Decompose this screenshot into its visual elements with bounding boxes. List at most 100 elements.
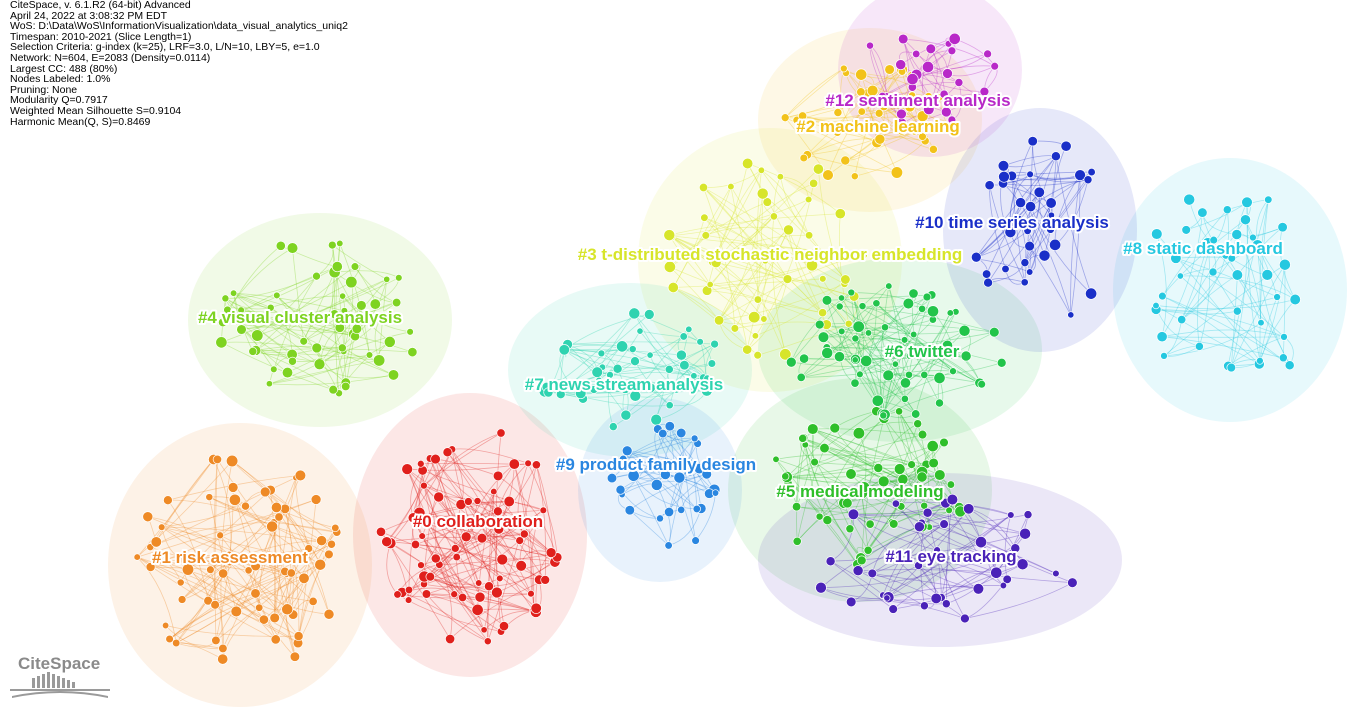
- node-c5: [893, 463, 906, 475]
- node-c5: [865, 519, 875, 529]
- node-c6: [958, 324, 971, 337]
- edge: [871, 526, 920, 574]
- node-c2: [780, 113, 790, 123]
- edge: [668, 438, 695, 546]
- node-c9: [673, 471, 686, 484]
- node-c0: [476, 532, 488, 544]
- node-c8: [1183, 193, 1196, 206]
- edge: [1282, 264, 1286, 358]
- node-c6: [879, 411, 888, 420]
- node-c9: [606, 472, 618, 484]
- summary-line: Selection Criteria: g-index (k=25), LRF=…: [10, 41, 320, 54]
- node-c9: [658, 428, 668, 439]
- edge: [497, 475, 558, 558]
- summary-line: Modularity Q=0.7917: [10, 94, 108, 107]
- node-c0: [430, 453, 441, 465]
- node-c11: [963, 503, 975, 515]
- node-c8: [1158, 291, 1167, 301]
- node-c0: [531, 460, 541, 470]
- edge: [1162, 295, 1290, 366]
- edge: [161, 505, 246, 528]
- edge: [276, 295, 394, 376]
- edge: [275, 560, 292, 640]
- edge: [386, 458, 436, 542]
- node-c4: [391, 297, 402, 308]
- edge: [233, 292, 345, 312]
- edge: [423, 449, 453, 577]
- cluster-hull-c8: [1113, 158, 1347, 422]
- node-c9: [677, 460, 688, 471]
- node-c4: [328, 384, 338, 395]
- edge: [788, 229, 823, 314]
- node-c4: [407, 347, 418, 358]
- node-c0: [513, 513, 524, 523]
- node-c5: [946, 480, 956, 489]
- edge: [707, 264, 813, 291]
- edge: [756, 170, 762, 300]
- edge: [422, 470, 544, 511]
- node-c4: [251, 329, 264, 342]
- edge: [423, 485, 437, 559]
- edge: [420, 463, 537, 466]
- edge: [670, 199, 809, 237]
- node-c0: [460, 531, 472, 543]
- node-c8: [1232, 306, 1242, 316]
- edge: [927, 512, 1026, 535]
- node-c12: [939, 89, 949, 99]
- edge: [210, 540, 322, 571]
- node-c6: [933, 371, 946, 385]
- node-c9: [664, 506, 675, 518]
- edge: [853, 513, 991, 558]
- edge: [868, 332, 910, 375]
- node-c2: [847, 121, 859, 133]
- edge: [598, 330, 641, 381]
- edge: [252, 348, 413, 353]
- edge: [771, 216, 786, 355]
- edge: [796, 447, 825, 542]
- edge: [137, 556, 299, 637]
- edge: [208, 572, 292, 602]
- node-c2: [799, 153, 809, 163]
- edge: [908, 558, 1004, 586]
- node-c0: [474, 591, 486, 603]
- node-c6: [904, 370, 914, 379]
- node-c0: [421, 589, 432, 599]
- edge: [421, 535, 485, 630]
- node-c1: [216, 531, 225, 540]
- edge: [841, 297, 906, 384]
- node-c8: [1160, 352, 1168, 360]
- edge: [269, 341, 391, 385]
- node-c1: [217, 653, 229, 665]
- edge: [812, 428, 904, 480]
- edge: [901, 82, 960, 124]
- node-c7: [645, 382, 656, 394]
- node-c1: [266, 520, 279, 533]
- node-c12: [990, 61, 999, 71]
- node-c6: [941, 339, 954, 352]
- node-c3: [753, 295, 763, 304]
- node-c3: [856, 248, 868, 261]
- edge: [481, 464, 537, 539]
- node-c0: [417, 561, 425, 569]
- edge: [160, 560, 230, 566]
- edge: [703, 187, 766, 262]
- edge: [625, 377, 704, 416]
- node-c0: [418, 532, 426, 540]
- node-c7: [628, 307, 641, 320]
- node-c7: [574, 387, 587, 400]
- edge: [219, 535, 299, 637]
- node-c11: [972, 583, 985, 595]
- edge: [883, 382, 980, 416]
- node-c3: [809, 178, 819, 188]
- node-c9: [692, 504, 701, 514]
- node-c7: [707, 359, 717, 368]
- edge: [656, 484, 671, 546]
- node-c3: [748, 311, 761, 324]
- node-c4: [273, 291, 281, 300]
- node-c12: [921, 60, 935, 74]
- edge: [715, 262, 748, 350]
- edge: [334, 272, 370, 356]
- node-c12: [942, 68, 953, 79]
- edge: [827, 511, 961, 521]
- edge: [857, 523, 945, 571]
